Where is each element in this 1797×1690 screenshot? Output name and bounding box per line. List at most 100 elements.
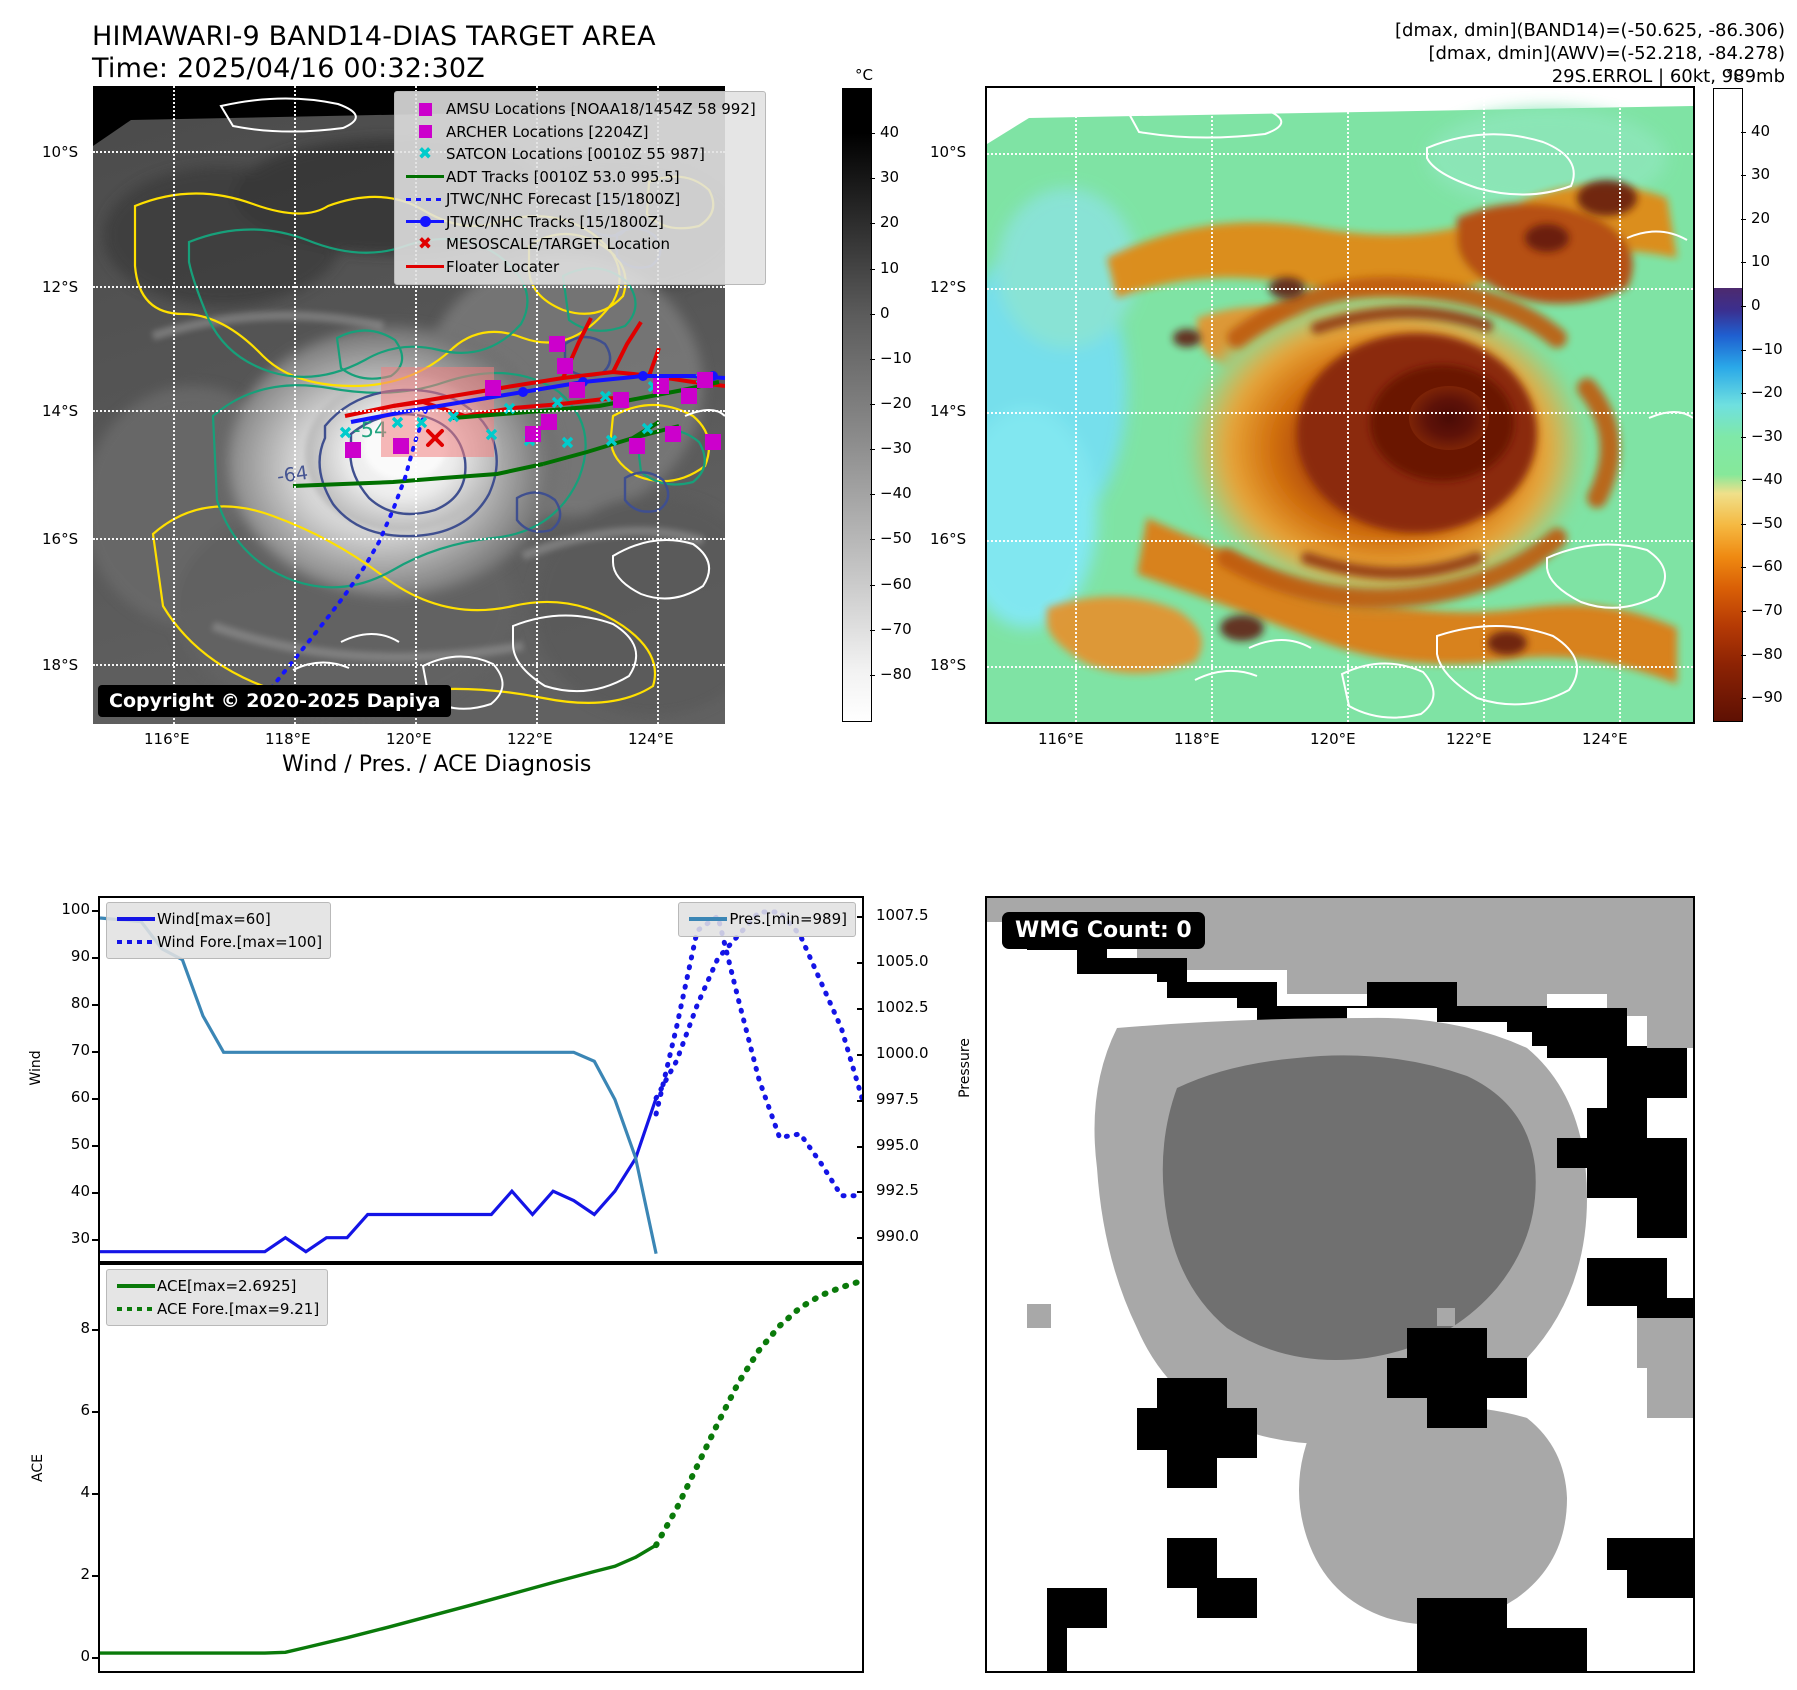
legend-row[interactable]: JTWC/NHC Forecast [15/1800Z] (404, 188, 756, 211)
enhanced-colorbar-unit: °C (1726, 66, 1744, 84)
legend-row[interactable]: ✖ MESOSCALE/TARGET Location (404, 233, 756, 256)
axis-tickmark (92, 1410, 99, 1413)
axis-tickmark (92, 1239, 99, 1242)
axis-tick-label: 1007.5 (876, 906, 929, 925)
axis-tick-label: 90 (70, 947, 90, 966)
colorbar-tickmark (870, 358, 875, 360)
legend-label: ADT Tracks [0010Z 53.0 995.5] (446, 167, 680, 186)
axis-tick-label: 1000.0 (876, 1043, 929, 1062)
colorbar-tickmark (1741, 262, 1746, 264)
colorbar-tick-label: −50 (1751, 513, 1783, 532)
colorbar-tick-label: −60 (1751, 557, 1783, 576)
lon-tick-118e: 118°E (265, 730, 311, 748)
legend-row[interactable]: Wind[max=60] (115, 908, 322, 931)
gridline-lat-12s (987, 288, 1693, 290)
lon-tick-124e-color: 124°E (1582, 730, 1628, 748)
dotted-line-icon (115, 939, 157, 944)
wind-axis-label: Wind (28, 1050, 44, 1086)
wind-pres-ace-title: Wind / Pres. / ACE Diagnosis (282, 752, 592, 777)
colorbar-tickmark (870, 133, 875, 135)
lon-tick-124e: 124°E (628, 730, 674, 748)
wind-pressure-plot-svg (100, 909, 862, 1255)
enhanced-ir-panel[interactable] (985, 86, 1695, 724)
axis-tickmark (92, 1004, 99, 1007)
gridline-lon-124e (1619, 88, 1621, 722)
axis-tickmark (857, 1099, 864, 1102)
axis-tickmark (857, 1237, 864, 1240)
gridline-lat-18s (987, 666, 1693, 668)
axis-tick-label: 6 (80, 1400, 90, 1419)
gridline-lat-14s (93, 410, 725, 412)
colorbar-tickmark (870, 178, 875, 180)
lon-tick-120e: 120°E (386, 730, 432, 748)
enhanced-colorbar[interactable] (1713, 88, 1743, 722)
colorbar-tick-label: 0 (1751, 295, 1761, 314)
legend-row[interactable]: Wind Fore.[max=100] (115, 931, 322, 954)
wind-chart-legend[interactable]: Wind[max=60] Wind Fore.[max=100] (106, 902, 332, 959)
wind-pressure-chart[interactable]: Wind[max=60] Wind Fore.[max=100] Pres.[m… (98, 896, 864, 1263)
axis-tickmark (857, 962, 864, 965)
axis-tick-label: 40 (70, 1182, 90, 1201)
dotted-line-icon (404, 197, 446, 201)
lat-tick-12s-color: 12°S (930, 278, 967, 296)
axis-tickmark (857, 1007, 864, 1010)
ace-plot-svg (100, 1277, 862, 1655)
colorbar-tickmark (870, 268, 875, 270)
colorbar-tickmark (1741, 523, 1746, 525)
legend-row[interactable]: ACE Fore.[max=9.21] (115, 1298, 319, 1321)
colorbar-tick-label: −50 (880, 529, 912, 548)
colorbar-tickmark (1741, 175, 1746, 177)
legend-label: MESOSCALE/TARGET Location (446, 235, 671, 253)
page-timestamp: Time: 2025/04/16 00:32:30Z (92, 53, 485, 84)
axis-tick-label: 8 (80, 1318, 90, 1337)
axis-tickmark (92, 1098, 99, 1101)
axis-tick-label: 997.5 (876, 1089, 919, 1108)
gridline-lon-120e (1347, 88, 1349, 722)
lon-tick-118e-color: 118°E (1174, 730, 1220, 748)
ir-map-legend[interactable]: AMSU Locations [NOAA18/1454Z 58 992] ARC… (394, 91, 766, 285)
ace-chart[interactable]: ACE[max=2.6925] ACE Fore.[max=9.21] (98, 1263, 864, 1673)
legend-row[interactable]: Pres.[min=989] (687, 908, 847, 931)
axis-tick-label: 0 (80, 1646, 90, 1665)
legend-row[interactable]: ACE[max=2.6925] (115, 1275, 319, 1298)
colorbar-tickmark (1741, 305, 1746, 307)
ir-target-area-panel[interactable]: -54 -64 (93, 86, 766, 724)
axis-tickmark (92, 1145, 99, 1148)
axis-tickmark (92, 957, 99, 960)
colorbar-tick-label: −20 (1751, 383, 1783, 402)
lat-tick-10s-color: 10°S (930, 143, 967, 161)
legend-label: SATCON Locations [0010Z 55 987] (446, 145, 705, 163)
legend-label: ACE[max=2.6925] (157, 1277, 297, 1295)
colorbar-tickmark (1741, 654, 1746, 656)
square-icon (404, 102, 446, 116)
ace-axis-label: ACE (30, 1454, 46, 1482)
gridline-lon-122e (1483, 88, 1485, 722)
legend-row[interactable]: ARCHER Locations [2204Z] (404, 121, 756, 144)
wmg-panel[interactable]: WMG Count: 0 (985, 896, 1695, 1673)
legend-row[interactable]: AMSU Locations [NOAA18/1454Z 58 992] (404, 98, 756, 121)
pressure-axis-label: Pressure (957, 1038, 973, 1098)
colorbar-tickmark (870, 539, 875, 541)
colorbar-tick-label: −30 (880, 439, 912, 458)
legend-row[interactable]: ADT Tracks [0010Z 53.0 995.5] (404, 166, 756, 189)
colorbar-tick-label: 10 (880, 258, 900, 277)
lon-tick-122e: 122°E (507, 730, 553, 748)
axis-tickmark (92, 1192, 99, 1195)
ace-chart-legend[interactable]: ACE[max=2.6925] ACE Fore.[max=9.21] (106, 1269, 329, 1326)
gridline-lon-118e (294, 86, 296, 724)
axis-tick-label: 2 (80, 1564, 90, 1583)
legend-row[interactable]: JTWC/NHC Tracks [15/1800Z] (404, 211, 756, 234)
ir-colorbar[interactable] (842, 88, 872, 722)
legend-label: ACE Fore.[max=9.21] (157, 1299, 320, 1318)
cross-icon: ✖ (417, 143, 433, 164)
legend-row[interactable]: ✖ SATCON Locations [0010Z 55 987] (404, 143, 756, 166)
gridline-lat-12s (93, 286, 725, 288)
colorbar-tick-label: 20 (1751, 208, 1771, 227)
colorbar-tickmark (1741, 567, 1746, 569)
legend-row[interactable]: Floater Locater (404, 256, 756, 279)
copyright-badge: Copyright © 2020-2025 Dapiya (98, 685, 452, 717)
axis-tickmark (92, 910, 99, 913)
colorbar-tickmark (1741, 393, 1746, 395)
colorbar-tick-label: 30 (1751, 165, 1771, 184)
pressure-chart-legend[interactable]: Pres.[min=989] (678, 902, 856, 937)
